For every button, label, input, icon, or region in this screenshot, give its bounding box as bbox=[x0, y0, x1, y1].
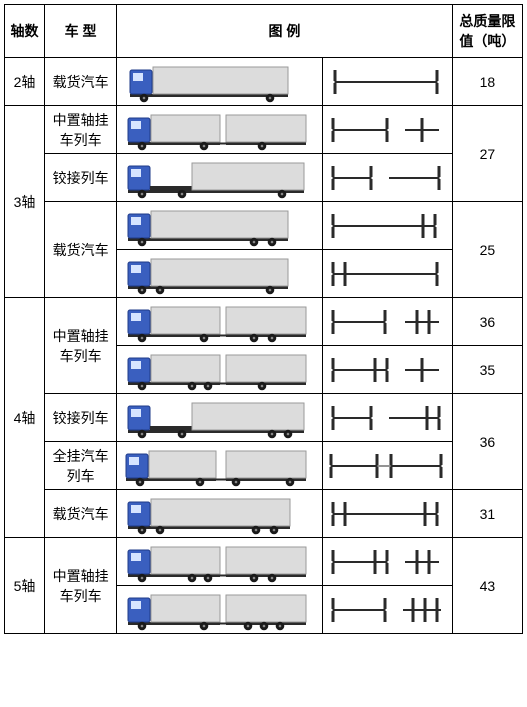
vehicle-type-cell: 铰接列车 bbox=[45, 154, 117, 202]
table-row: 2轴载货汽车 18 bbox=[5, 58, 523, 106]
axle-diagram-cell bbox=[322, 538, 452, 586]
weight-limit-cell: 27 bbox=[452, 106, 522, 202]
vehicle-type-cell: 全挂汽车列车 bbox=[45, 442, 117, 490]
axle-diagram-cell bbox=[322, 490, 452, 538]
axle-count-cell: 3轴 bbox=[5, 106, 45, 298]
vehicle-type-cell: 载货汽车 bbox=[45, 490, 117, 538]
table-row: 3轴中置轴挂车列车27 bbox=[5, 106, 523, 154]
truck-diagram-cell bbox=[117, 202, 322, 250]
col-vehicle-type: 车 型 bbox=[45, 5, 117, 58]
vehicle-type-cell: 载货汽车 bbox=[45, 58, 117, 106]
truck-diagram-cell bbox=[117, 442, 322, 490]
table-row: 载货汽车25 bbox=[5, 202, 523, 250]
weight-limit-cell: 36 bbox=[452, 394, 522, 490]
truck-diagram-cell bbox=[117, 586, 322, 634]
weight-limit-cell: 25 bbox=[452, 202, 522, 298]
table-row: 全挂汽车列车 bbox=[5, 442, 523, 490]
axle-diagram-cell bbox=[322, 202, 452, 250]
vehicle-type-cell: 中置轴挂车列车 bbox=[45, 538, 117, 634]
axle-diagram-cell bbox=[322, 346, 452, 394]
vehicle-type-cell: 中置轴挂车列车 bbox=[45, 106, 117, 154]
axle-count-cell: 4轴 bbox=[5, 298, 45, 538]
axle-diagram-cell bbox=[322, 106, 452, 154]
axle-diagram-cell bbox=[322, 394, 452, 442]
axle-diagram-cell bbox=[322, 298, 452, 346]
vehicle-type-cell: 载货汽车 bbox=[45, 202, 117, 298]
table-row: 5轴中置轴挂车列车43 bbox=[5, 538, 523, 586]
axle-diagram-cell bbox=[322, 586, 452, 634]
vehicle-type-cell: 中置轴挂车列车 bbox=[45, 298, 117, 394]
truck-diagram-cell bbox=[117, 346, 322, 394]
axle-count-cell: 2轴 bbox=[5, 58, 45, 106]
table-header-row: 轴数 车 型 图 例 总质量限值（吨） bbox=[5, 5, 523, 58]
truck-diagram-cell bbox=[117, 298, 322, 346]
truck-diagram-cell bbox=[117, 58, 322, 106]
table-row: 铰接列车36 bbox=[5, 394, 523, 442]
col-axle-count: 轴数 bbox=[5, 5, 45, 58]
axle-diagram-cell bbox=[322, 154, 452, 202]
table-row: 铰接列车 bbox=[5, 154, 523, 202]
table-row: 载货汽车 31 bbox=[5, 490, 523, 538]
axle-count-cell: 5轴 bbox=[5, 538, 45, 634]
axle-diagram-cell bbox=[322, 442, 452, 490]
axle-diagram-cell bbox=[322, 58, 452, 106]
weight-limit-cell: 36 bbox=[452, 298, 522, 346]
col-weight-limit: 总质量限值（吨） bbox=[452, 5, 522, 58]
truck-diagram-cell bbox=[117, 490, 322, 538]
truck-diagram-cell bbox=[117, 106, 322, 154]
truck-diagram-cell bbox=[117, 394, 322, 442]
truck-diagram-cell bbox=[117, 538, 322, 586]
weight-limit-cell: 18 bbox=[452, 58, 522, 106]
axle-diagram-cell bbox=[322, 250, 452, 298]
weight-limit-cell: 35 bbox=[452, 346, 522, 394]
weight-limit-cell: 31 bbox=[452, 490, 522, 538]
weight-limit-cell: 43 bbox=[452, 538, 522, 634]
col-diagram: 图 例 bbox=[117, 5, 453, 58]
truck-diagram-cell bbox=[117, 154, 322, 202]
table-row: 4轴中置轴挂车列车36 bbox=[5, 298, 523, 346]
vehicle-type-cell: 铰接列车 bbox=[45, 394, 117, 442]
truck-diagram-cell bbox=[117, 250, 322, 298]
vehicle-weight-table: 轴数 车 型 图 例 总质量限值（吨） 2轴载货汽车183轴中置轴挂车列车27铰… bbox=[4, 4, 523, 634]
